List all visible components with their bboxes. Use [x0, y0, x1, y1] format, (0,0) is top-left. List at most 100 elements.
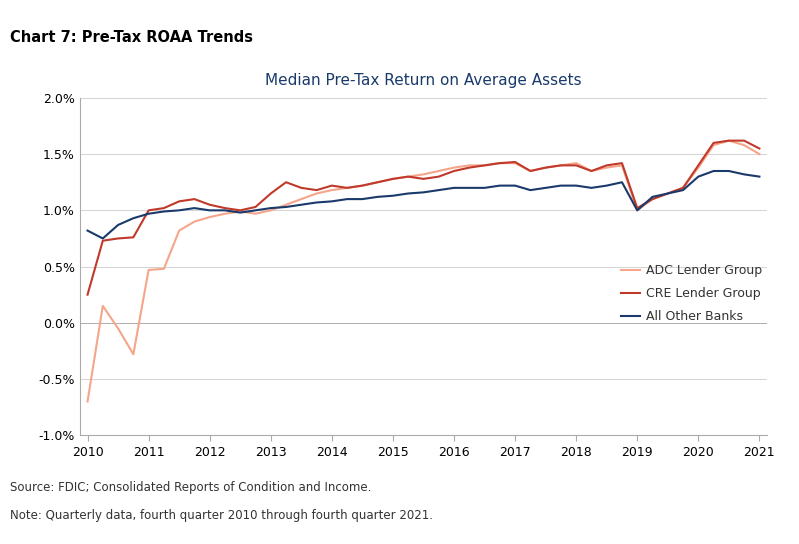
CRE Lender Group [739, 138, 749, 144]
All Other Banks [479, 184, 489, 191]
ADC Lender Group [617, 162, 626, 169]
Text: Source: FDIC; Consolidated Reports of Condition and Income.: Source: FDIC; Consolidated Reports of Co… [10, 481, 371, 494]
All Other Banks [602, 182, 611, 189]
All Other Banks [739, 171, 749, 178]
CRE Lender Group [83, 292, 93, 298]
All Other Banks [541, 184, 551, 191]
ADC Lender Group [724, 138, 733, 144]
All Other Banks [419, 189, 428, 196]
CRE Lender Group [617, 160, 626, 166]
ADC Lender Group [266, 207, 276, 214]
All Other Banks [205, 207, 214, 214]
ADC Lender Group [251, 211, 260, 217]
CRE Lender Group [373, 179, 383, 186]
CRE Lender Group [586, 168, 596, 174]
All Other Banks [113, 222, 123, 228]
CRE Lender Group [98, 237, 108, 244]
ADC Lender Group [694, 164, 703, 171]
Legend: ADC Lender Group, CRE Lender Group, All Other Banks: ADC Lender Group, CRE Lender Group, All … [616, 259, 767, 328]
All Other Banks [403, 190, 413, 197]
ADC Lender Group [358, 182, 368, 189]
ADC Lender Group [754, 151, 764, 157]
CRE Lender Group [526, 168, 535, 174]
ADC Lender Group [113, 325, 123, 332]
All Other Banks [694, 174, 703, 180]
All Other Banks [526, 187, 535, 193]
CRE Lender Group [648, 196, 658, 202]
ADC Lender Group [144, 267, 153, 273]
ADC Lender Group [373, 179, 383, 186]
CRE Lender Group [327, 182, 336, 189]
ADC Lender Group [281, 201, 291, 208]
CRE Lender Group [189, 196, 199, 202]
All Other Banks [617, 179, 626, 186]
All Other Banks [327, 198, 336, 205]
ADC Lender Group [709, 142, 718, 149]
ADC Lender Group [205, 214, 214, 220]
ADC Lender Group [678, 184, 688, 191]
All Other Banks [189, 205, 199, 212]
CRE Lender Group [266, 190, 276, 197]
ADC Lender Group [479, 162, 489, 169]
ADC Lender Group [221, 211, 230, 217]
ADC Lender Group [633, 207, 642, 214]
CRE Lender Group [633, 205, 642, 212]
All Other Banks [633, 207, 642, 214]
All Other Banks [663, 190, 673, 197]
CRE Lender Group [495, 160, 505, 166]
All Other Banks [586, 184, 596, 191]
Line: All Other Banks: All Other Banks [88, 171, 759, 238]
ADC Lender Group [129, 351, 138, 357]
CRE Lender Group [129, 234, 138, 240]
ADC Lender Group [189, 218, 199, 225]
ADC Lender Group [98, 302, 108, 309]
ADC Lender Group [174, 227, 184, 234]
All Other Banks [296, 201, 306, 208]
CRE Lender Group [571, 162, 581, 169]
All Other Banks [648, 194, 658, 200]
CRE Lender Group [159, 205, 169, 212]
All Other Banks [373, 194, 383, 200]
ADC Lender Group [464, 162, 474, 169]
CRE Lender Group [296, 184, 306, 191]
All Other Banks [495, 182, 505, 189]
All Other Banks [312, 199, 321, 206]
All Other Banks [511, 182, 520, 189]
CRE Lender Group [205, 201, 214, 208]
CRE Lender Group [174, 198, 184, 205]
All Other Banks [388, 193, 398, 199]
All Other Banks [159, 208, 169, 215]
All Other Banks [251, 207, 260, 214]
CRE Lender Group [724, 138, 733, 144]
CRE Lender Group [403, 174, 413, 180]
ADC Lender Group [571, 160, 581, 166]
CRE Lender Group [358, 182, 368, 189]
All Other Banks [358, 196, 368, 202]
All Other Banks [571, 182, 581, 189]
CRE Lender Group [464, 164, 474, 171]
ADC Lender Group [663, 190, 673, 197]
ADC Lender Group [495, 160, 505, 166]
Line: ADC Lender Group: ADC Lender Group [88, 141, 759, 401]
All Other Banks [678, 187, 688, 193]
CRE Lender Group [342, 184, 352, 191]
ADC Lender Group [648, 196, 658, 202]
ADC Lender Group [236, 208, 245, 215]
All Other Banks [434, 187, 443, 193]
All Other Banks [464, 184, 474, 191]
ADC Lender Group [541, 164, 551, 171]
CRE Lender Group [434, 174, 443, 180]
All Other Banks [281, 203, 291, 210]
ADC Lender Group [556, 162, 566, 169]
CRE Lender Group [251, 203, 260, 210]
CRE Lender Group [541, 164, 551, 171]
CRE Lender Group [419, 176, 428, 182]
ADC Lender Group [342, 184, 352, 191]
CRE Lender Group [281, 179, 291, 186]
ADC Lender Group [419, 171, 428, 178]
All Other Banks [174, 207, 184, 214]
ADC Lender Group [159, 265, 169, 272]
ADC Lender Group [434, 168, 443, 174]
CRE Lender Group [236, 207, 245, 214]
CRE Lender Group [663, 190, 673, 197]
